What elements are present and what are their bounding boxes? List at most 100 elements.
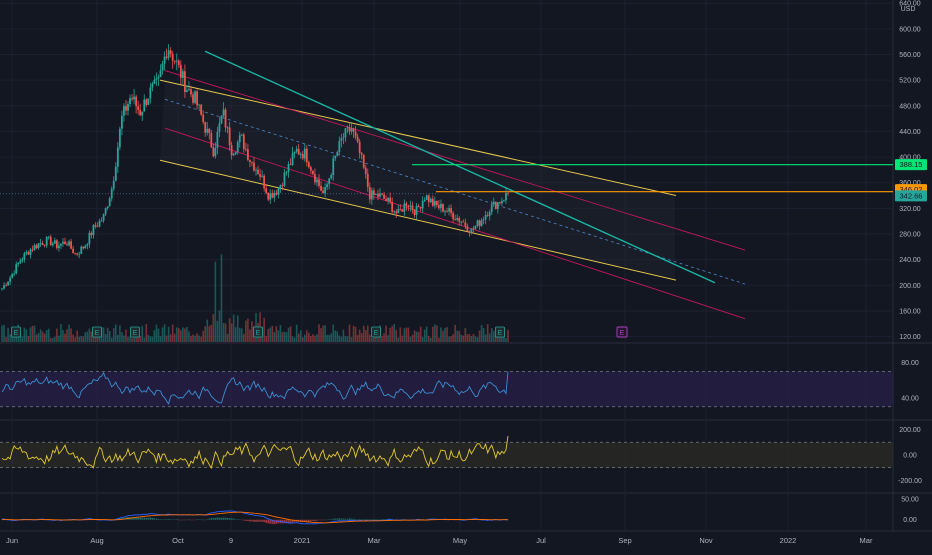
- volume-bar: [84, 332, 87, 342]
- volume-bar: [182, 327, 184, 342]
- candle-body: [456, 217, 459, 220]
- volume-bar: [263, 317, 265, 342]
- macd-histogram-bar: [285, 519, 288, 524]
- volume-bar: [177, 328, 180, 342]
- volume-bar: [295, 324, 298, 342]
- candle-body: [43, 245, 46, 246]
- volume-bar: [405, 327, 408, 342]
- volume-bar: [478, 330, 481, 342]
- volume-bar: [369, 334, 371, 342]
- volume-bar: [224, 323, 227, 342]
- volume-bar: [82, 336, 85, 342]
- candle-body: [496, 202, 499, 209]
- macd-histogram-bar: [249, 519, 251, 522]
- macd-histogram-bar: [243, 519, 245, 521]
- candle-body: [354, 131, 357, 137]
- candle-body: [435, 201, 438, 205]
- volume-bar: [58, 335, 60, 342]
- upcoming-earnings-label: E: [620, 330, 625, 337]
- macd-histogram-bar: [182, 519, 184, 521]
- volume-bar: [236, 315, 239, 342]
- candle-body: [161, 63, 164, 71]
- upcoming-earnings-marker: [616, 326, 628, 338]
- candle-body: [472, 228, 475, 230]
- volume-bar: [395, 329, 398, 342]
- volume-bar: [29, 327, 32, 342]
- macd-histogram-bar: [245, 519, 247, 521]
- candle-body: [51, 243, 54, 246]
- price-label-box: [895, 159, 927, 171]
- candle-body: [273, 192, 276, 198]
- volume-bar: [161, 327, 164, 342]
- macd-histogram-bar: [291, 519, 294, 523]
- volume-bar: [427, 335, 430, 342]
- volume-bar: [417, 332, 420, 342]
- macd-histogram-bar: [169, 519, 172, 520]
- volume-bar: [397, 337, 400, 342]
- volume-bar: [415, 331, 418, 342]
- candle-body: [177, 60, 180, 65]
- candle-body: [350, 128, 353, 132]
- macd-histogram-bar: [119, 518, 121, 520]
- candle-body: [120, 115, 123, 129]
- candle-body: [309, 167, 312, 171]
- earnings-marker-label: E: [133, 330, 138, 337]
- macd-histogram-bar: [344, 518, 347, 520]
- volume-bar: [240, 328, 243, 342]
- earnings-marker: [495, 326, 505, 338]
- candle-body: [303, 148, 306, 159]
- volume-bar: [222, 323, 225, 342]
- macd-histogram-bar: [216, 517, 219, 520]
- volume-bar: [218, 310, 221, 342]
- macd-histogram-bar: [143, 517, 146, 520]
- candle-body: [183, 71, 186, 92]
- volume-bar: [462, 335, 465, 342]
- volume-bar: [54, 336, 56, 342]
- macd-histogram-bar: [131, 517, 133, 520]
- candle-body: [269, 193, 272, 200]
- candle-body: [452, 212, 455, 220]
- volume-bar: [429, 337, 432, 342]
- volume-bar: [287, 327, 290, 342]
- macd-histogram-bar: [190, 519, 192, 521]
- macd-histogram-bar: [163, 519, 166, 520]
- macd-histogram-bar: [271, 519, 274, 524]
- candle-body: [23, 253, 26, 260]
- candle-body: [45, 237, 48, 246]
- volume-bar: [206, 319, 209, 342]
- macd-histogram-bar: [301, 519, 304, 523]
- macd-histogram-bar: [222, 517, 225, 520]
- volume-bar: [356, 334, 359, 342]
- macd-histogram-bar: [336, 518, 339, 520]
- macd-histogram-bar: [263, 519, 265, 523]
- volume-bar: [169, 334, 172, 342]
- candle-body: [318, 179, 320, 186]
- candle-body: [346, 127, 349, 129]
- volume-bar: [7, 327, 9, 342]
- macd-histogram-bar: [308, 519, 310, 522]
- volume-bar: [204, 326, 207, 342]
- volume-bar: [60, 324, 62, 342]
- volume-bar: [273, 332, 276, 342]
- candle-body: [338, 140, 341, 153]
- candle-body: [35, 245, 38, 249]
- price-label-text: 342.66: [900, 191, 923, 200]
- macd-histogram-bar: [316, 519, 318, 521]
- candle-body: [352, 128, 355, 132]
- volume-bar: [448, 336, 450, 342]
- volume-bar: [381, 335, 383, 342]
- volume-bar: [196, 333, 198, 342]
- volume-bar: [3, 324, 5, 342]
- candle-body: [466, 226, 469, 232]
- macd-histogram-bar: [155, 518, 158, 520]
- macd-histogram-bar: [139, 517, 141, 520]
- candle-body: [3, 285, 5, 289]
- candle-body: [334, 155, 337, 159]
- macd-histogram-bar: [310, 519, 312, 522]
- candle-body: [108, 198, 111, 207]
- volume-bar: [472, 334, 475, 342]
- volume-bar: [497, 336, 499, 342]
- macd-histogram-bar: [230, 518, 233, 520]
